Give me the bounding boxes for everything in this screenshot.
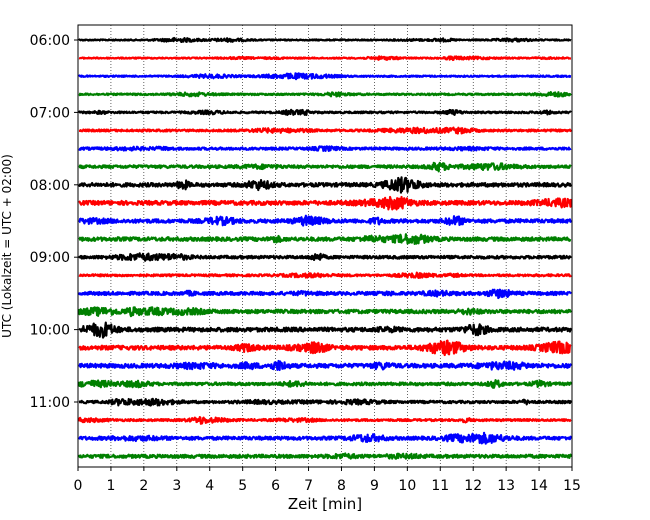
trace-0900 (78, 252, 572, 262)
trace-0745 (78, 161, 572, 173)
trace-1145 (77, 452, 573, 460)
trace-0945 (77, 306, 572, 318)
y-axis-label: UTC (Lokalzeit = UTC + 02:00) (0, 154, 14, 338)
trace-0615 (78, 55, 572, 62)
x-tick-label-12: 12 (464, 478, 482, 494)
x-tick-label-11: 11 (431, 478, 449, 494)
trace-1130 (78, 431, 573, 445)
trace-0800 (77, 176, 572, 194)
x-tick-label-0: 0 (74, 478, 83, 494)
trace-1100 (78, 397, 573, 407)
trace-0630 (78, 72, 572, 81)
trace-0815 (78, 195, 573, 211)
trace-0830 (78, 214, 573, 227)
x-axis-label: Zeit [min] (288, 495, 362, 513)
y-tick-label-1: 07:00 (30, 105, 70, 121)
x-tick-label-14: 14 (530, 478, 548, 494)
y-axis-ticks: 06:00 07:00 08:00 09:00 10:00 11:00 (30, 33, 78, 411)
trace-0845 (78, 233, 572, 245)
x-tick-label-3: 3 (172, 478, 181, 494)
trace-0730 (78, 145, 572, 152)
x-tick-label-13: 13 (497, 478, 515, 494)
y-tick-label-5: 11:00 (30, 395, 70, 411)
trace-0715 (78, 126, 573, 135)
x-tick-label-6: 6 (271, 478, 280, 494)
y-tick-label-2: 08:00 (30, 178, 70, 194)
plot-frame (77, 24, 573, 468)
seismogram-traces (77, 36, 573, 460)
trace-1015 (78, 339, 572, 357)
trace-1000 (78, 321, 573, 339)
trace-0915 (78, 271, 572, 279)
trace-0930 (77, 288, 572, 300)
x-axis-ticks: 0 1 2 3 4 5 6 7 8 9 10 11 12 13 14 15 (74, 467, 581, 494)
x-tick-label-7: 7 (304, 478, 313, 494)
x-tick-label-10: 10 (398, 478, 416, 494)
x-tick-label-15: 15 (563, 478, 581, 494)
trace-1045 (77, 379, 573, 389)
y-tick-label-4: 10:00 (30, 323, 70, 339)
x-tick-label-8: 8 (337, 478, 346, 494)
y-tick-label-3: 09:00 (30, 250, 70, 266)
x-tick-label-2: 2 (139, 478, 148, 494)
x-tick-label-1: 1 (106, 478, 115, 494)
x-tick-label-5: 5 (238, 478, 247, 494)
x-tick-label-4: 4 (205, 478, 214, 494)
trace-0645 (78, 90, 572, 98)
y-tick-label-0: 06:00 (30, 33, 70, 49)
x-tick-label-9: 9 (370, 478, 379, 494)
trace-1030 (78, 359, 573, 372)
trace-1115 (77, 415, 572, 425)
trace-0600 (78, 36, 572, 43)
trace-0700 (77, 108, 572, 116)
